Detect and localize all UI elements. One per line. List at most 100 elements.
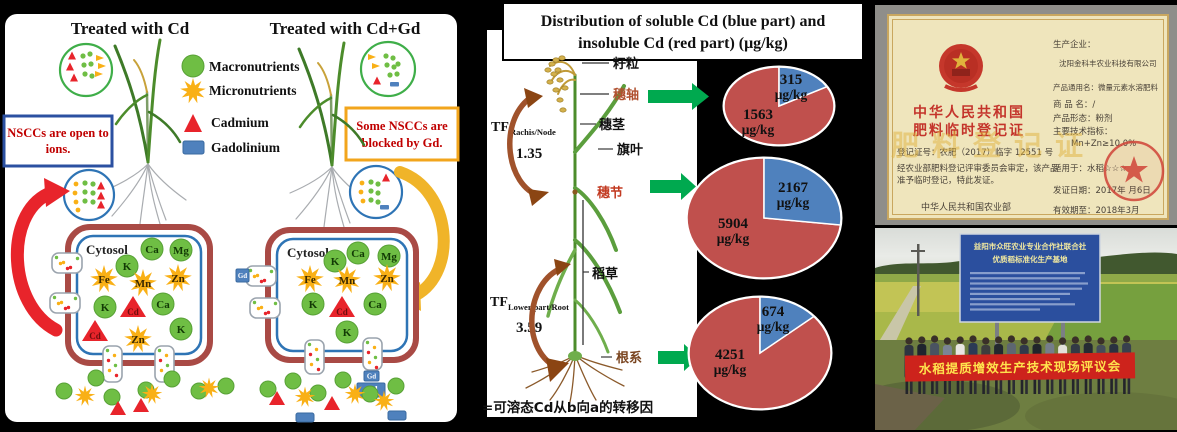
pole-crossarm [911,250,925,252]
ion-ca: Ca [140,237,164,261]
ion-mn: Mn [333,266,361,294]
banner-text: 水稻提质增效生产技术现场评议会 [919,359,1122,377]
pie-unit-label: μg/kg [775,87,808,102]
label-flag-leaf: 旗叶 [617,142,643,158]
svg-text:Fe: Fe [98,274,110,286]
macronutrient-dot [88,61,94,67]
note-nsccs-blocked: Some NSCCs are blocked by Gd. [344,106,460,162]
cadmium-icon [184,114,202,132]
micronutrient-dot [358,189,364,195]
cert-generic-name: 产品通用名：微量元素水溶肥料 [1053,83,1158,92]
note-blocked-line1: Some NSCCs are [356,119,448,133]
middle-title-box [502,2,864,61]
svg-text:Cd: Cd [336,307,348,317]
cert-producer: 沈阳金科丰农业科技有限公司 [1059,59,1157,68]
macronutrient-dot [82,198,88,204]
micronutrient-icon [180,78,206,104]
gadolinium-dash [380,205,389,210]
magnifier-bubble [58,42,114,98]
board-title-line1: 益阳市众旺农业专业合作社联合社 [974,241,1087,251]
cert-producer-label: 生产企业： [1053,40,1096,50]
macronutrient-dot [89,73,95,79]
macronutrient-icon [284,372,302,390]
macronutrient-icon [181,54,205,78]
certificate-body-line1: 经农业部肥料登记评审委员会审定，该产品 [897,164,1059,174]
svg-text:Ca: Ca [351,248,365,260]
micronutrient-icon [141,383,163,404]
svg-text:Zn: Zn [171,273,184,285]
rice-seedling [289,41,371,228]
ion-zn: Zn [164,264,192,292]
cadmium-icon [110,401,126,415]
red-uptake-arrow [11,178,70,337]
micronutrient-dot [75,207,81,213]
tf-upper-subscript: Rachis/Node [510,127,556,137]
cadmium-icon [269,391,285,405]
distribution-figure: Distribution of soluble Cd (blue part) a… [482,2,864,417]
ion-ca: Ca [151,292,175,316]
red-seal-icon [1103,140,1165,202]
ion-k: K [335,320,359,344]
svg-text:K: K [101,302,110,314]
svg-text:Ca: Ca [156,299,170,311]
legend-label-micronutrients: Micronutrients [209,83,297,98]
micronutrient-arrow [368,54,376,60]
gadolinium-dash [390,82,399,87]
cert-issue-date: 发证日期：2017年 月6日 [1053,186,1151,196]
note-blocked-line2: blocked by Gd. [362,136,443,150]
cert-valid-until: 有效期至：2018年3月 [1053,206,1140,216]
macronutrient-icon [217,377,235,395]
magnifier-bubbles [58,40,417,222]
macronutrient-dot [390,55,396,61]
macronutrient-dot [90,199,96,205]
svg-text:Ca: Ca [368,299,382,311]
ions-and-channels: K Ca Mg Fe Mn Zn K Ca K Cd Cd Zn K Ca Mg Fe Mn Zn K Ca K Cd Gd… [49,237,407,423]
gd-tag: Gd [235,268,250,283]
micronutrient-icon [198,377,220,398]
cadmium-triangle [70,73,78,82]
macronutrient-dot [375,199,381,205]
macronutrient-dot [375,190,381,196]
cert-tech-label: 主要技术指标： [1053,127,1113,137]
gadolinium-icon [182,140,205,155]
macronutrient-dot [87,51,93,57]
pie-value-label: 4251 [715,347,745,363]
cadmium-triangle [66,62,74,71]
cadmium-triangle [373,76,381,85]
svg-text:Fe: Fe [304,274,316,286]
board-fine-print [970,272,1088,311]
macronutrient-dot [375,181,381,187]
svg-text:Gd: Gd [238,272,247,280]
gd-tag: Gd [363,370,380,382]
certificate-title-line2: 肥料临时登记证 [913,123,1025,139]
cert-tech-value: Mn+Zn≥10.0% [1071,139,1137,149]
pie-slice-soluble [763,157,842,226]
micronutrient-arrow [98,63,106,69]
cert-trade-name: 商 品 名：/ [1053,100,1096,110]
pie-unit-label: μg/kg [757,319,790,334]
utility-pole [917,244,920,316]
macronutrient-dot [368,197,374,203]
transport-channel [362,337,383,371]
tf-lower-subscript: Lower part/Root [508,302,569,312]
micronutrient-arrow [95,71,103,77]
board-title-line2: 优质稻标准化生产基地 [993,254,1068,264]
svg-text:Ca: Ca [145,244,159,256]
ion-k: K [115,254,139,278]
ion-mg: Mg [377,244,401,268]
cert-form: 产品形态：粉剂 [1053,114,1113,124]
certificate-title-line1: 中华人民共和国 [913,105,1025,121]
middle-title-line2: insoluble Cd (red part) (μg/kg) [578,35,788,52]
cadmium-triangle [97,191,105,200]
cd-distribution-pies: 315μg/kg1563μg/kg2167μg/kg5904μg/kg674μg… [685,65,843,411]
green-arrow-icon [650,173,696,200]
left-title-cdgd: Treated with Cd+Gd [270,19,421,38]
pie-unit-label: μg/kg [714,362,747,377]
svg-text:K: K [177,324,186,336]
note-nsccs-open: NSCCs are open to ions. [2,114,114,168]
transport-channel [51,252,83,274]
transport-channel [102,345,123,383]
micronutrient-icon [373,390,395,411]
label-grain: 籽粒 [613,56,639,72]
